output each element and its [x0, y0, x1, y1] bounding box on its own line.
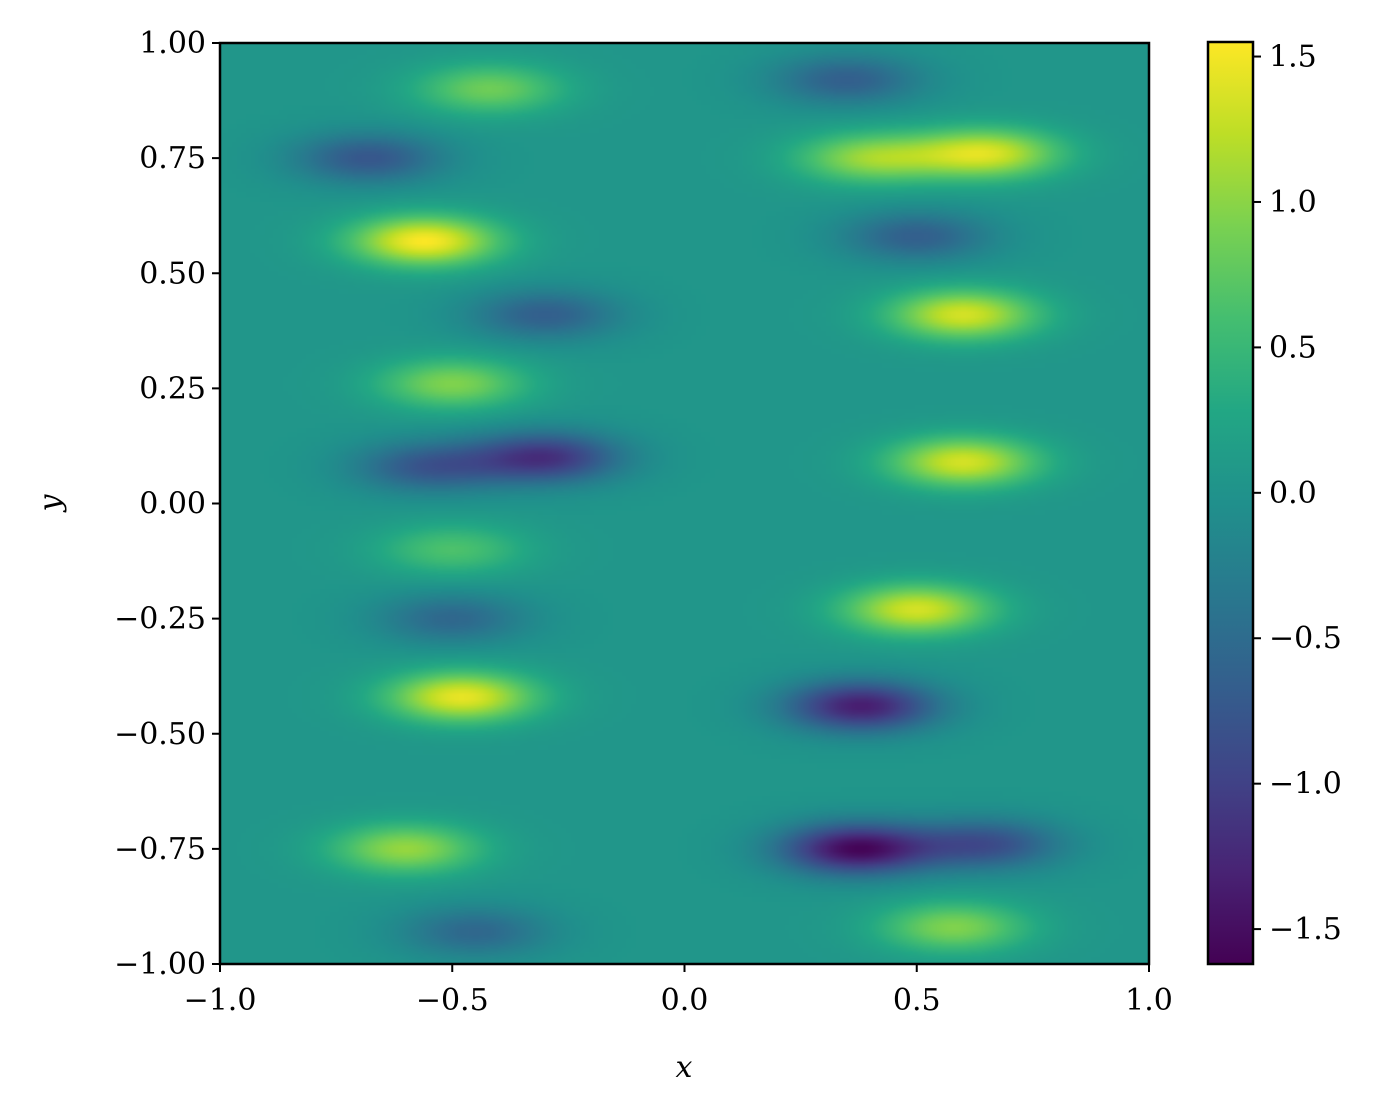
y-tick-label: 0.50	[139, 256, 206, 291]
colorbar-tick-label: −1.0	[1269, 767, 1342, 802]
y-tick-label: −0.50	[114, 717, 206, 752]
y-tick-label: −1.00	[114, 947, 206, 982]
colorbar-tick-label: −0.5	[1269, 621, 1342, 656]
y-tick-label: −0.25	[114, 602, 206, 637]
heatmap-field	[220, 43, 1149, 964]
colorbar-frame	[1206, 40, 1255, 966]
x-tick-label: −1.0	[184, 983, 257, 1018]
x-tick-label: 1.0	[1125, 983, 1173, 1018]
x-axis: −1.0 −0.5 0.0 0.5 1.0	[184, 964, 1173, 1018]
y-axis-label: y	[33, 493, 68, 513]
colorbar-tick-label: 0.0	[1269, 476, 1317, 511]
colorbar-tick-label: −1.5	[1269, 912, 1342, 947]
y-tick-label: 0.25	[139, 371, 206, 406]
colorbar-axis: −1.5 −1.0 −0.5 0.0 0.5 1.0 1.5	[1253, 40, 1342, 947]
y-tick-label: 0.00	[139, 487, 206, 522]
colorbar: −1.5 −1.0 −0.5 0.0 0.5 1.0 1.5	[1206, 40, 1342, 966]
colorbar-tick-label: 1.0	[1269, 185, 1317, 220]
heatmap-chart: −1.0 −0.5 0.0 0.5 1.0 −1.00 −0.75 −0.50 −0.25 0.…	[33, 26, 1173, 1085]
y-tick-label: −0.75	[114, 832, 206, 867]
y-tick-label: 0.75	[139, 141, 206, 176]
y-axis: −1.00 −0.75 −0.50 −0.25 0.00 0.25 0.50 0.75 1.00	[114, 26, 220, 982]
colorbar-tick-label: 1.5	[1269, 40, 1317, 75]
x-tick-label: −0.5	[416, 983, 489, 1018]
colorbar-tick-label: 0.5	[1269, 330, 1317, 365]
x-axis-label: x	[676, 1050, 693, 1085]
y-tick-label: 1.00	[139, 26, 206, 61]
colorbar-gradient	[1208, 42, 1253, 964]
x-tick-label: 0.5	[893, 983, 941, 1018]
x-tick-label: 0.0	[661, 983, 709, 1018]
